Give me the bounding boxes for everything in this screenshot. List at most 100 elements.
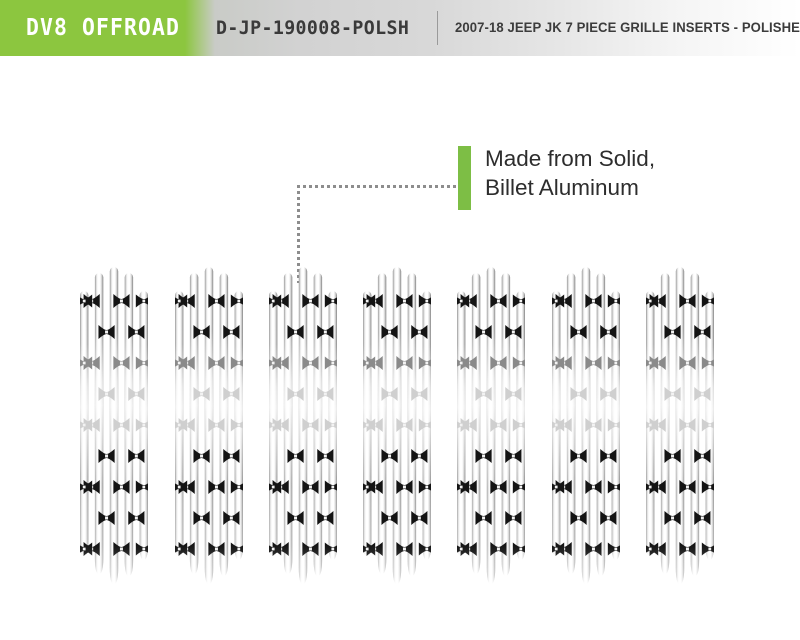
grille-connector (272, 542, 289, 556)
grille-connector (178, 542, 195, 556)
grille-connector (664, 387, 681, 401)
grille-bar-sheen (581, 267, 591, 584)
grille-connector (505, 511, 522, 525)
grille-bar-sheen (501, 273, 511, 576)
grille-connector (223, 325, 240, 339)
grille-connector (396, 294, 413, 308)
grille-connector (646, 356, 659, 370)
grille-connector (324, 542, 337, 556)
grille-insert-1 (80, 267, 148, 584)
grille-connector (552, 356, 565, 370)
grille-bar-sheen (690, 273, 700, 576)
grille-connector (411, 511, 428, 525)
grille-connector (363, 542, 376, 556)
grille-connector (512, 418, 525, 432)
grille-connector (193, 387, 210, 401)
grille-connector (552, 480, 565, 494)
grille-connector (460, 294, 477, 308)
grille-connector (230, 542, 243, 556)
grille-connector (302, 542, 319, 556)
grille-bar-sheen (328, 291, 337, 560)
grille-connector (475, 325, 492, 339)
grille-connector (490, 542, 507, 556)
grille-connector (324, 418, 337, 432)
grille-connector (302, 294, 319, 308)
grille-connector (269, 542, 282, 556)
grille-insert-3 (269, 267, 337, 584)
grille-connector (269, 418, 282, 432)
grille-bar-sheen (109, 267, 119, 584)
grille-connector (135, 542, 148, 556)
grille-connector (302, 356, 319, 370)
grille-connector (223, 387, 240, 401)
grille-connector (649, 356, 666, 370)
grille-connector (701, 480, 714, 494)
grille-connector (512, 480, 525, 494)
grille-connectors (363, 294, 431, 556)
grille-bar-sheen (675, 267, 685, 584)
grille-connector (272, 356, 289, 370)
grille-connector (317, 511, 334, 525)
grille-connector (230, 356, 243, 370)
grille-connector (607, 480, 620, 494)
grille-bar (596, 273, 606, 576)
grille-bar (501, 273, 511, 576)
grille-connector (175, 480, 188, 494)
grille-connector (302, 480, 319, 494)
callout-label: Made from Solid, Billet Aluminum (485, 146, 656, 201)
grille-connector (664, 325, 681, 339)
grille-connector (475, 449, 492, 463)
grille-connector (664, 511, 681, 525)
grille-connector (694, 449, 711, 463)
grille-bar-sheen (298, 267, 308, 584)
grille-connector (287, 325, 304, 339)
grille-bar (552, 291, 561, 556)
grille-bar (363, 291, 372, 556)
grille-bar (80, 291, 89, 556)
grille-connector (113, 418, 130, 432)
grille-bar-sheen (596, 273, 606, 576)
grille-connector (113, 480, 130, 494)
grille-bar (471, 273, 481, 574)
grille-connector (418, 418, 431, 432)
grille-connector (505, 325, 522, 339)
grille-connector (585, 356, 602, 370)
grille-connector (178, 294, 195, 308)
grille-bar (175, 291, 184, 556)
grille-connector (418, 294, 431, 308)
grille-connector (83, 418, 100, 432)
grille-connector (552, 294, 565, 308)
grille-connector (128, 325, 145, 339)
grille-bar (189, 273, 199, 574)
grille-connector (555, 542, 572, 556)
grille-connector (363, 294, 376, 308)
grille-connector (490, 480, 507, 494)
grille-bar-sheen (363, 291, 372, 556)
grille-connector (585, 480, 602, 494)
grille-connector (555, 418, 572, 432)
grille-bar (407, 273, 417, 576)
grille-connector (230, 418, 243, 432)
grille-bar (328, 291, 337, 560)
grille-connector (317, 325, 334, 339)
grille-connectors (646, 294, 714, 556)
grille-bar (109, 267, 119, 584)
grille-connector (475, 387, 492, 401)
grille-connector (418, 480, 431, 494)
grille-connector (98, 325, 115, 339)
grille-connector (366, 480, 383, 494)
grille-bar (690, 273, 700, 576)
grille-connector (512, 542, 525, 556)
grille-connector (193, 325, 210, 339)
grille-connector (694, 511, 711, 525)
grille-bar (457, 291, 466, 556)
grille-bar (675, 267, 685, 584)
grille-bar (298, 267, 308, 584)
grille-bar (94, 273, 104, 574)
grille-bar-sheen (407, 273, 417, 576)
grille-connector (175, 418, 188, 432)
grille-connector (324, 480, 337, 494)
grille-connector (363, 418, 376, 432)
grille-bar-sheen (377, 273, 387, 574)
grille-bars (80, 267, 148, 584)
